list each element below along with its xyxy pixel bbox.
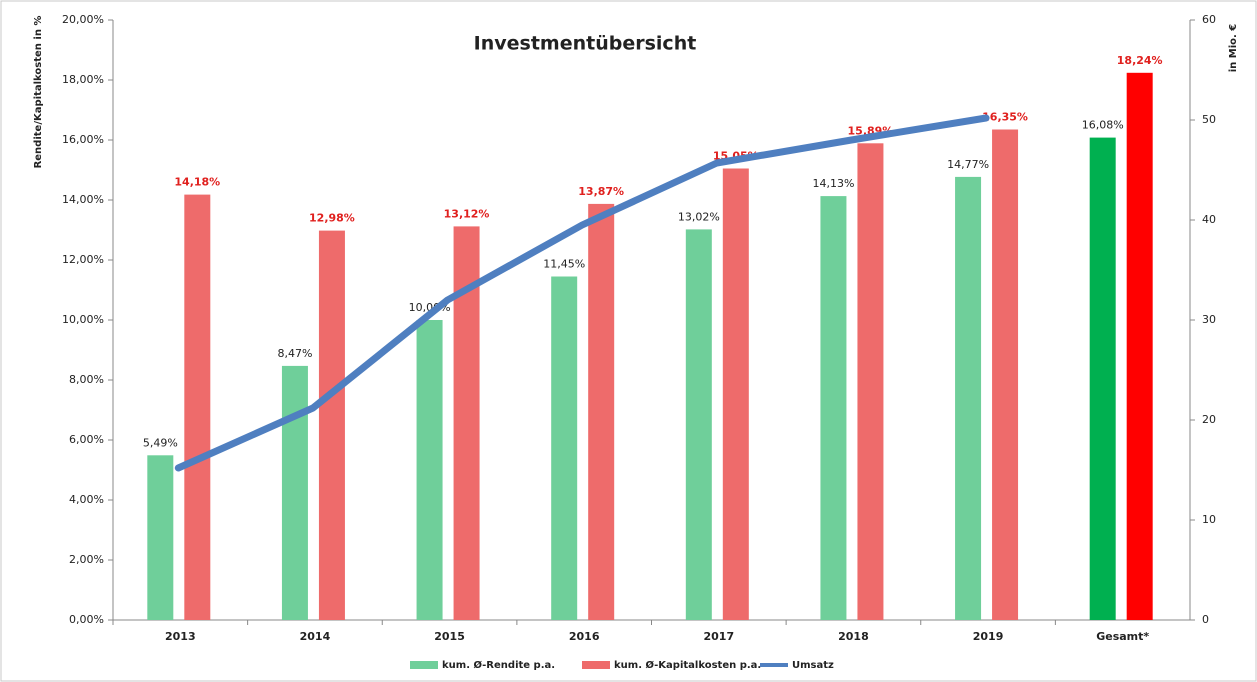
legend-label: Umsatz: [792, 660, 834, 671]
data-label: 16,35%: [982, 111, 1028, 124]
data-label: 14,13%: [812, 177, 854, 190]
data-label: 13,02%: [678, 210, 720, 223]
data-label: 5,49%: [143, 436, 178, 449]
bar: [1126, 72, 1153, 621]
data-label: 14,18%: [174, 176, 220, 189]
y-tick-label: 8,00%: [69, 373, 104, 386]
data-label: 11,45%: [543, 258, 585, 271]
bar: [416, 320, 443, 620]
data-label: 18,24%: [1117, 54, 1163, 67]
bar: [992, 129, 1019, 620]
data-label: 13,87%: [578, 185, 624, 198]
y2-tick-label: 10: [1202, 513, 1216, 526]
x-tick-label: 2019: [973, 630, 1004, 643]
legend-swatch: [582, 661, 610, 669]
data-label: 16,08%: [1082, 119, 1124, 132]
line: [174, 114, 990, 472]
y-tick-label: 12,00%: [62, 253, 104, 266]
y-tick-label: 14,00%: [62, 193, 104, 206]
bar: [857, 143, 884, 621]
legend-label: kum. Ø-Kapitalkosten p.a.: [614, 659, 761, 671]
data-label: 13,12%: [444, 207, 490, 220]
y-tick-label: 16,00%: [62, 133, 104, 146]
y2-tick-label: 20: [1202, 413, 1216, 426]
bar: [281, 365, 308, 620]
bar: [685, 229, 712, 620]
y-tick-label: 20,00%: [62, 13, 104, 26]
bar: [147, 455, 174, 620]
x-tick-label: Gesamt*: [1096, 630, 1149, 643]
x-tick-label: 2017: [704, 630, 735, 643]
x-tick-label: 2015: [434, 630, 465, 643]
y2-tick-label: 30: [1202, 313, 1216, 326]
y-tick-label: 0,00%: [69, 613, 104, 626]
y-tick-label: 10,00%: [62, 313, 104, 326]
legend-label: kum. Ø-Rendite p.a.: [442, 659, 555, 671]
y-tick-label: 18,00%: [62, 73, 104, 86]
x-tick-label: 2016: [569, 630, 600, 643]
y-tick-label: 4,00%: [69, 493, 104, 506]
bar: [1089, 137, 1116, 620]
y2-tick-label: 50: [1202, 113, 1216, 126]
bar: [722, 168, 749, 620]
bar: [955, 176, 982, 620]
bar: [318, 230, 345, 620]
data-label: 14,77%: [947, 158, 989, 171]
bar: [588, 203, 615, 620]
bar: [551, 276, 578, 620]
y2-tick-label: 0: [1202, 613, 1209, 626]
bar: [820, 196, 847, 620]
data-label: 12,98%: [309, 212, 355, 225]
data-label: 8,47%: [277, 347, 312, 360]
bar: [184, 194, 211, 620]
chart-title: Investmentübersicht: [474, 33, 697, 55]
y2-tick-label: 60: [1202, 13, 1216, 26]
y-tick-label: 2,00%: [69, 553, 104, 566]
x-tick-label: 2018: [838, 630, 869, 643]
y2-tick-label: 40: [1202, 213, 1216, 226]
y-axis-label: Rendite/Kapitalkosten in %: [33, 16, 44, 169]
x-tick-label: 2013: [165, 630, 196, 643]
y-tick-label: 6,00%: [69, 433, 104, 446]
x-tick-label: 2014: [300, 630, 331, 643]
y2-axis-label: in Mio. €: [1228, 24, 1239, 73]
legend-swatch: [410, 661, 438, 669]
